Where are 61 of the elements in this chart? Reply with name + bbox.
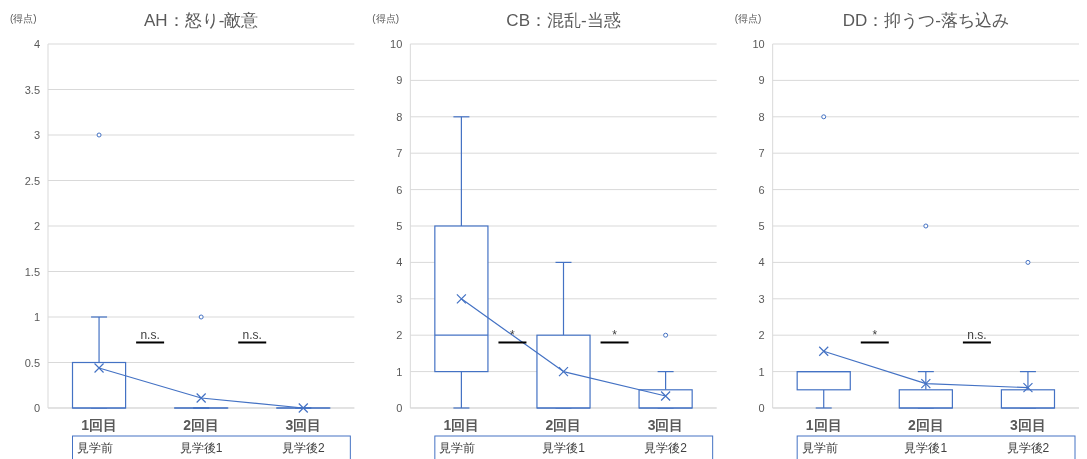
y-tick-label: 9 [758, 74, 765, 87]
y-tick-label: 5 [396, 220, 403, 232]
y-tick-label: 3 [396, 292, 403, 305]
chart-title: DD：抑うつ-落ち込み [842, 11, 1009, 30]
y-tick-label: 8 [396, 110, 403, 123]
y-tick-label: 8 [758, 110, 765, 123]
y-tick-label: 3 [33, 129, 40, 141]
y-axis-title: (得点) [734, 13, 762, 24]
text: 見学後1 [179, 441, 223, 455]
x-tick-label: 1回目 [81, 417, 117, 433]
y-tick-label: 2 [758, 329, 765, 342]
text: 見学前 [439, 441, 476, 455]
y-tick-label: 7 [758, 147, 765, 160]
text: 見学後2 [644, 441, 688, 455]
text: 見学前 [77, 441, 114, 455]
annotation: n.s. [140, 328, 160, 343]
y-tick-label: 0.5 [24, 356, 40, 369]
annotation: * [510, 328, 516, 343]
annotation: n.s. [967, 328, 987, 343]
x-tick-label: 3回目 [647, 417, 684, 433]
y-tick-label: 5 [758, 220, 765, 232]
y-tick-label: 2.5 [24, 174, 40, 187]
y-tick-label: 3 [758, 292, 765, 305]
y-axis-title: (得点) [372, 13, 400, 24]
text: 見学後1 [904, 441, 948, 455]
x-tick-label: 2回目 [183, 417, 220, 433]
y-tick-label: 10 [390, 38, 403, 50]
annotation: * [872, 328, 878, 343]
y-tick-label: 1.5 [24, 265, 40, 278]
y-tick-label: 0 [396, 402, 403, 414]
y-tick-label: 7 [396, 147, 403, 160]
x-tick-label: 1回目 [805, 417, 842, 433]
y-tick-label: 10 [752, 38, 765, 50]
x-tick-label: 2回目 [545, 417, 582, 433]
text: 見学後2 [281, 441, 325, 455]
y-tick-label: 4 [33, 38, 40, 50]
y-tick-label: 2 [33, 220, 40, 232]
y-tick-label: 4 [396, 256, 403, 269]
y-tick-label: 6 [396, 183, 403, 196]
y-tick-label: 3.5 [24, 83, 40, 96]
y-tick-label: 9 [396, 74, 403, 87]
y-axis-title: (得点) [10, 13, 37, 24]
y-tick-label: 1 [33, 311, 40, 323]
text: 見学後2 [1006, 441, 1050, 455]
y-tick-label: 0 [758, 402, 765, 414]
chart-title: AH：怒り-敵意 [144, 11, 259, 30]
x-tick-label: 1回目 [443, 417, 480, 433]
annotation: n.s. [242, 328, 262, 343]
x-tick-label: 2回目 [907, 417, 944, 433]
x-tick-label: 3回目 [1010, 417, 1046, 433]
text: 見学前 [801, 441, 838, 455]
y-tick-label: 1 [758, 365, 765, 378]
x-tick-label: 3回目 [285, 417, 322, 433]
y-tick-label: 4 [758, 256, 765, 269]
annotation: * [612, 328, 618, 343]
text: 見学後1 [542, 441, 586, 455]
y-tick-label: 1 [396, 365, 403, 378]
chart-title: CB：混乱-当惑 [506, 11, 621, 30]
y-tick-label: 6 [758, 183, 765, 196]
y-tick-label: 2 [396, 329, 403, 342]
y-tick-label: 0 [33, 402, 40, 414]
